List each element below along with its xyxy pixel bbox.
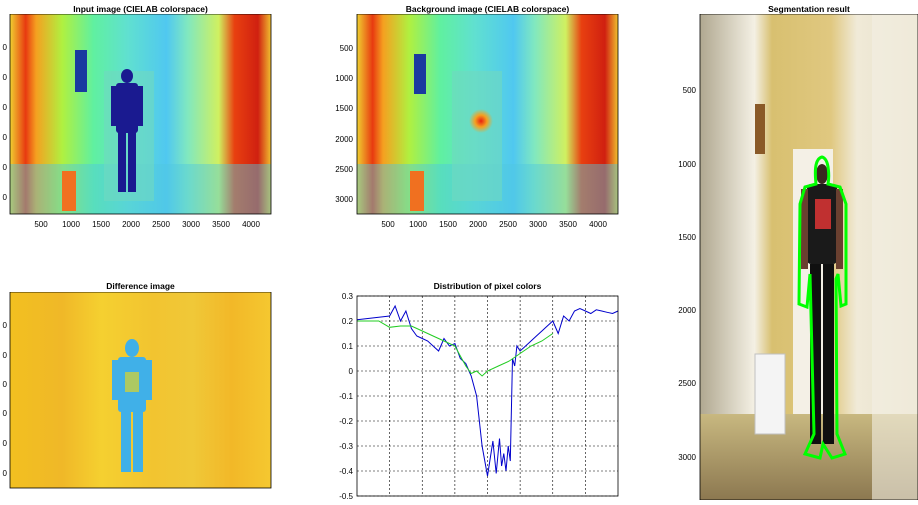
distribution-chart-panel: 0.3 0.2 0.1 0 -0.1 -0.2 -0.3 -0.4 -0.5 — [320, 290, 620, 505]
segmentation-title: Segmentation result — [768, 4, 850, 14]
segmentation-contour — [797, 155, 848, 460]
y-tick: 1500 — [335, 104, 353, 113]
chart-series — [356, 304, 619, 477]
x-tick: 3500 — [559, 220, 577, 229]
y-tick-label: -0.1 — [339, 392, 353, 401]
x-tick: 3000 — [182, 220, 200, 229]
y-tick: 3000 — [678, 453, 696, 462]
radiator-shape — [62, 171, 76, 211]
difference-image-axes: 0 0 0 0 0 0 — [3, 291, 272, 489]
y-tick: 0 — [3, 163, 8, 172]
background-image-y-ticks: 500 1000 1500 2000 2500 3000 — [335, 44, 353, 204]
x-tick: 500 — [381, 220, 395, 229]
x-tick: 500 — [34, 220, 48, 229]
y-tick: 2000 — [678, 306, 696, 315]
y-tick: 0 — [3, 351, 8, 360]
background-blob — [469, 109, 493, 133]
person-silhouette — [111, 69, 143, 192]
difference-image-y-ticks: 0 0 0 0 0 0 — [3, 321, 8, 478]
background-image-x-ticks: 500 1000 1500 2000 2500 3000 3500 4000 — [381, 220, 607, 229]
y-tick: 500 — [683, 86, 697, 95]
y-tick: 0 — [3, 439, 8, 448]
y-tick: 0 — [3, 193, 8, 202]
y-tick: 0 — [3, 43, 8, 52]
person-photo — [801, 164, 843, 444]
input-image-x-ticks: 500 1000 1500 2000 2500 3000 3500 4000 — [34, 220, 260, 229]
y-tick: 3000 — [335, 195, 353, 204]
y-tick: 1000 — [335, 74, 353, 83]
chart-y-ticks: 0.3 0.2 0.1 0 -0.1 -0.2 -0.3 -0.4 -0.5 — [339, 292, 354, 501]
background-image-panel: 500 1000 1500 2000 2500 3000 3500 4000 5… — [320, 13, 620, 244]
y-tick-label: -0.4 — [339, 467, 353, 476]
input-image-title: Input image (CIELAB colorspace) — [73, 4, 208, 14]
x-tick: 4000 — [242, 220, 260, 229]
y-tick-label: 0.3 — [342, 292, 354, 301]
x-tick: 4000 — [589, 220, 607, 229]
segmentation-y-ticks: 500 1000 1500 2000 2500 3000 — [678, 86, 696, 462]
y-tick: 0 — [3, 409, 8, 418]
background-image-title: Background image (CIELAB colorspace) — [405, 4, 570, 14]
y-tick-label: 0.1 — [342, 342, 354, 351]
y-tick-label: -0.5 — [339, 492, 353, 500]
y-tick: 0 — [3, 380, 8, 389]
y-tick: 0 — [3, 321, 8, 330]
chart-grid — [357, 295, 618, 497]
wall-picture — [755, 104, 765, 154]
y-tick: 0 — [3, 469, 8, 478]
chart-frame — [356, 295, 619, 497]
background-image-axes: 500 1000 1500 2000 2500 3000 3500 4000 5… — [335, 13, 619, 229]
difference-image-title: Difference image — [106, 281, 175, 291]
x-tick: 2500 — [152, 220, 170, 229]
x-tick: 3000 — [529, 220, 547, 229]
y-tick: 2500 — [335, 165, 353, 174]
distribution-chart: 0.3 0.2 0.1 0 -0.1 -0.2 -0.3 -0.4 -0.5 — [339, 292, 619, 501]
y-tick: 0 — [3, 103, 8, 112]
x-tick: 1000 — [62, 220, 80, 229]
y-tick: 0 — [3, 133, 8, 142]
y-tick-label: -0.2 — [339, 417, 353, 426]
x-tick: 1500 — [92, 220, 110, 229]
y-tick: 0 — [3, 73, 8, 82]
y-tick: 1500 — [678, 233, 696, 242]
x-tick: 3500 — [212, 220, 230, 229]
y-tick-label: 0.2 — [342, 317, 354, 326]
segmentation-panel: 500 1000 1500 2000 2500 3000 — [660, 13, 918, 505]
series-line-blue — [356, 304, 619, 477]
y-tick-label: 0 — [349, 367, 354, 376]
radiator — [754, 353, 786, 435]
y-tick-label: -0.3 — [339, 442, 353, 451]
x-tick: 1000 — [409, 220, 427, 229]
input-image-panel: 500 1000 1500 2000 2500 3000 3500 4000 0… — [0, 13, 290, 244]
distribution-chart-title: Distribution of pixel colors — [433, 281, 542, 291]
segmentation-axes: 500 1000 1500 2000 2500 3000 — [678, 13, 918, 501]
input-image-axes: 500 1000 1500 2000 2500 3000 3500 4000 0… — [3, 13, 272, 229]
series-line-green — [357, 320, 554, 377]
y-tick: 1000 — [678, 160, 696, 169]
x-tick: 2500 — [499, 220, 517, 229]
y-tick: 2500 — [678, 379, 696, 388]
x-tick: 2000 — [469, 220, 487, 229]
difference-image-panel: 0 0 0 0 0 0 — [0, 291, 290, 505]
input-image-y-ticks: 0 0 0 0 0 0 — [3, 43, 8, 202]
x-tick: 2000 — [122, 220, 140, 229]
picture-frame-shape — [75, 50, 87, 92]
y-tick: 2000 — [335, 135, 353, 144]
y-tick: 500 — [340, 44, 354, 53]
x-tick: 1500 — [439, 220, 457, 229]
